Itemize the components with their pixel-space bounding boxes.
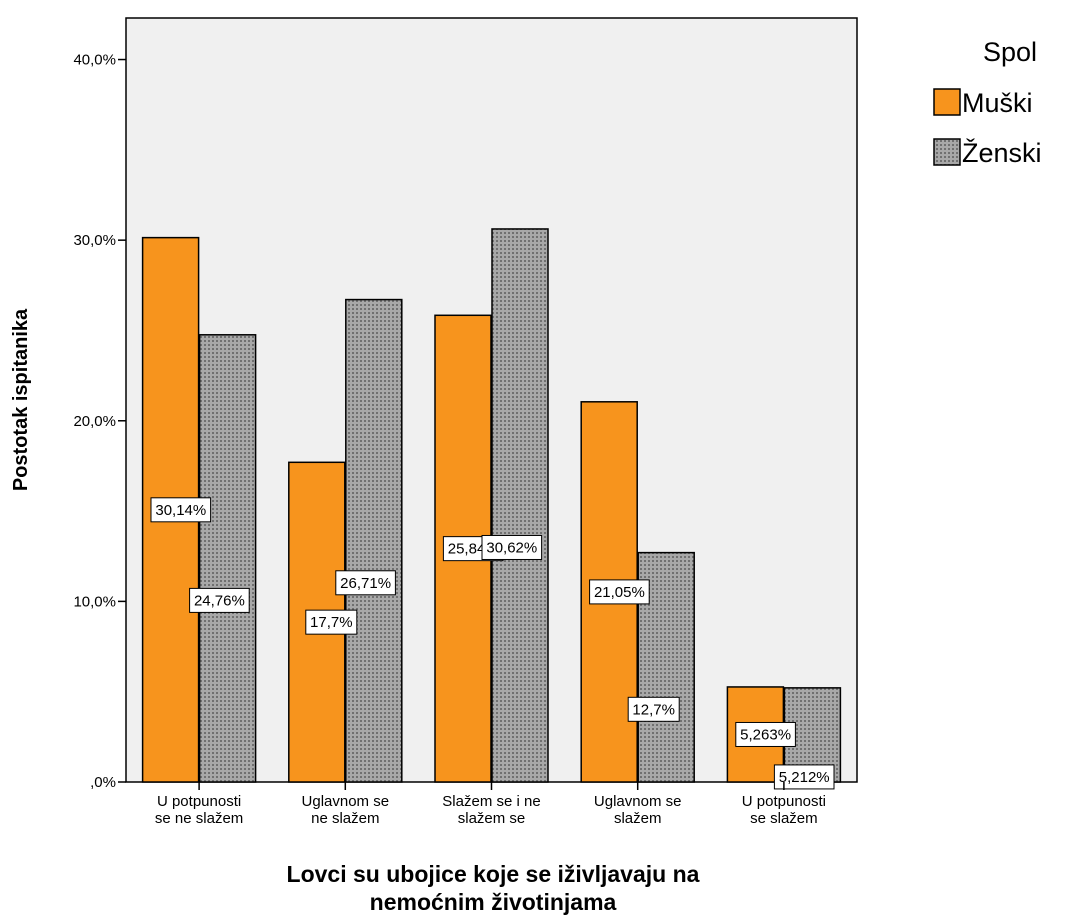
bar-zenski-uglavnom-ne (345, 298, 403, 783)
data-label-muski-uglavnom-ne: 17,7% (305, 609, 358, 635)
data-label-box (481, 534, 543, 560)
data-label-box (335, 570, 396, 596)
data-label-text: 12,7% (632, 701, 675, 718)
data-label-box (735, 721, 796, 747)
data-label-muski-uglavnom-da: 21,05% (589, 579, 650, 605)
data-label-muski-u-potpunosti-da: 5,263% (735, 721, 796, 747)
y-tick-label: 30,0% (73, 232, 116, 249)
data-label-text: 17,7% (310, 614, 353, 631)
data-label-box (305, 609, 358, 635)
x-category-label: Uglavnom se (302, 793, 390, 810)
data-label-text: 30,14% (155, 502, 206, 519)
y-axis-title: Postotak ispitanika (10, 308, 32, 491)
legend-label-zenski: Ženski (962, 137, 1042, 168)
legend: Spol Muški Ženski (933, 37, 1042, 168)
x-category-label: U potpunosti (157, 793, 241, 810)
x-axis-title-line-2: nemoćnim životinjama (370, 889, 617, 915)
x-category-label: ne slažem (311, 810, 379, 827)
y-axis: ,0% 10,0% 20,0% 30,0% 40,0% (73, 52, 126, 791)
x-category-label: slažem (614, 810, 662, 827)
data-label-text: 21,05% (594, 584, 645, 601)
data-label-zenski-neutralno: 30,62% (481, 534, 543, 560)
data-label-text: 26,71% (340, 575, 391, 592)
data-label-zenski-uglavnom-da: 12,7% (627, 696, 680, 722)
data-label-text: 24,76% (194, 592, 245, 609)
legend-swatch-zenski (933, 138, 961, 166)
data-label-box (189, 587, 250, 613)
legend-swatch-muski (933, 88, 961, 116)
data-label-box (589, 579, 650, 605)
x-category-label: slažem se (458, 810, 526, 827)
data-label-text: 5,212% (779, 769, 830, 786)
legend-title: Spol (983, 37, 1037, 67)
legend-label-muski: Muški (962, 88, 1033, 118)
data-label-zenski-u-potpunosti-ne: 24,76% (189, 587, 250, 613)
bar-zenski-u-potpunosti-ne (198, 334, 257, 783)
y-tick-label: 40,0% (73, 52, 116, 69)
data-label-box (627, 696, 680, 722)
x-category-label: Slažem se i ne (442, 793, 540, 810)
x-category-label: se slažem (750, 810, 818, 827)
x-category-label: U potpunosti (742, 793, 826, 810)
data-labels: 30,14%24,76%17,7%26,71%25,84%30,62%21,05… (150, 497, 835, 790)
x-category-label: Uglavnom se (594, 793, 682, 810)
data-label-muski-u-potpunosti-ne: 30,14% (150, 497, 212, 523)
y-tick-label: 20,0% (73, 413, 116, 430)
data-label-box (150, 497, 212, 523)
x-axis-title-line-1: Lovci su ubojice koje se iživljavaju na (287, 861, 700, 887)
bar-zenski-neutralno (491, 228, 549, 783)
y-tick-label: 10,0% (73, 593, 116, 610)
data-label-text: 30,62% (486, 539, 537, 556)
data-label-zenski-uglavnom-ne: 26,71% (335, 570, 396, 596)
x-category-label: se ne slažem (155, 810, 243, 827)
data-label-text: 5,263% (740, 726, 791, 743)
y-tick-label: ,0% (90, 774, 116, 791)
